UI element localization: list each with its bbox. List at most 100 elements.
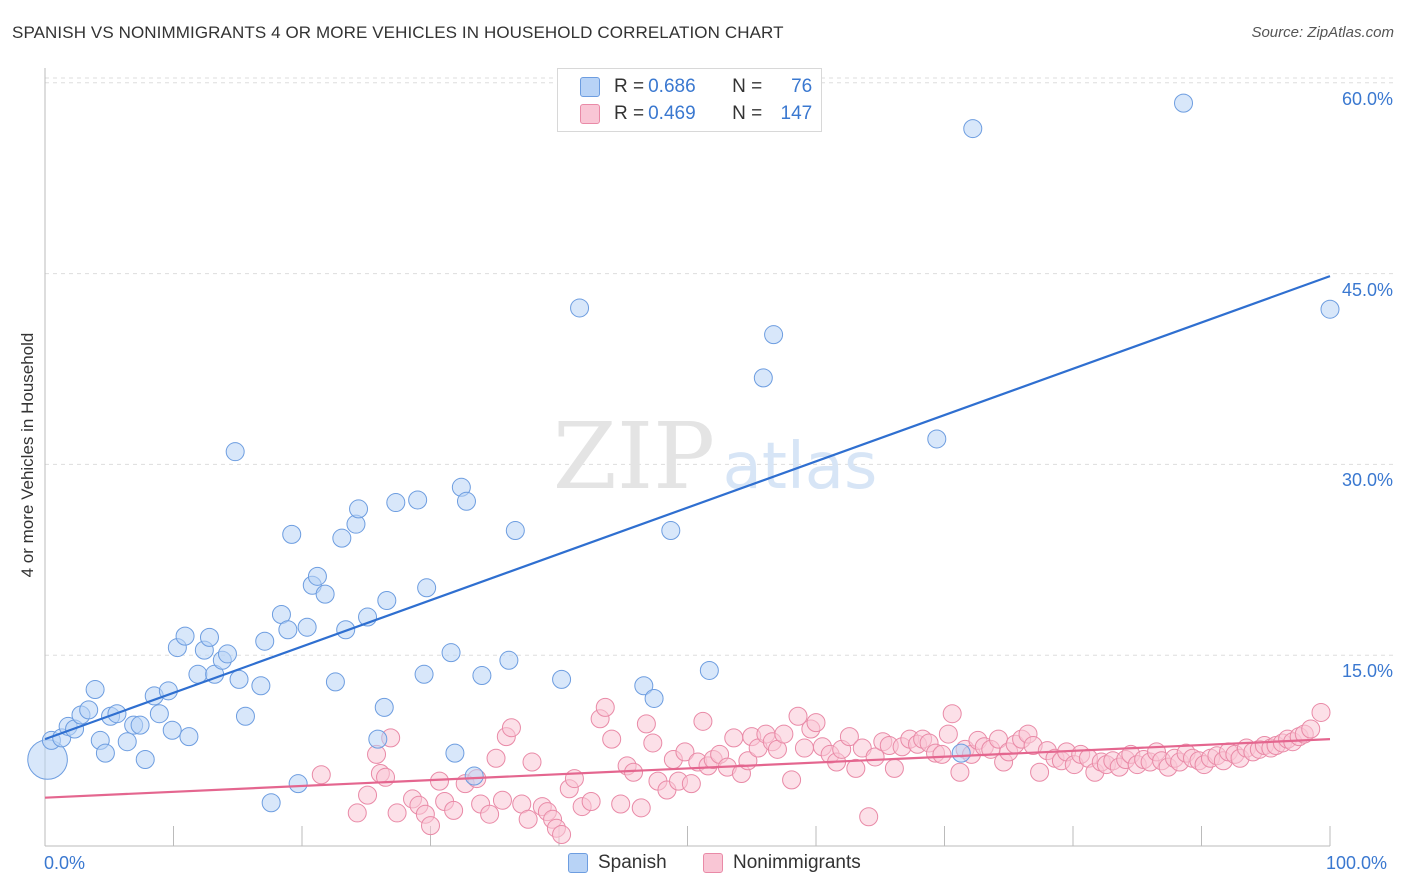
nonimmigrants-point [518,809,538,829]
nonimmigrants-point [681,774,701,794]
spanish-point [374,697,394,717]
x-tick-label-min: 0.0% [44,853,86,873]
spanish-point [445,743,465,763]
nonimmigrants-points [311,697,1331,845]
spanish-point [505,521,525,541]
spanish-point [325,672,345,692]
blue-swatch-icon [580,77,600,97]
n-label: N = [732,103,763,124]
spanish-point [288,774,308,794]
watermark-zip: ZIP [553,403,715,510]
nonimmigrants-point [501,718,521,738]
spanish-point [199,627,219,647]
legend-item-nonimmigrants[interactable]: Nonimmigrants [703,852,861,874]
spanish-point [95,743,115,763]
spanish-point [255,631,275,651]
spanish-point [188,664,208,684]
spanish-point [315,584,335,604]
nonimmigrants-point [1301,719,1321,739]
spanish-point [349,499,369,519]
nonimmigrants-point [1311,702,1331,722]
spanish-point [456,491,476,511]
spanish-point [217,644,237,664]
nonimmigrants-point [429,771,449,791]
chart-title: SPANISH VS NONIMMIGRANTS 4 OR MORE VEHIC… [12,23,784,42]
spanish-point [1320,299,1340,319]
legend-label-nonimmigrants: Nonimmigrants [733,852,861,873]
nonimmigrants-point [865,747,885,767]
spanish-point [661,521,681,541]
spanish-point [79,700,99,720]
spanish-point [282,524,302,544]
nonimmigrants-point [794,738,814,758]
spanish-point [634,676,654,696]
spanish-point [225,442,245,462]
spanish-point [85,680,105,700]
x-tick-label-max: 100.0% [1326,853,1388,873]
y-tick-label: 45.0% [1341,279,1393,300]
nonimmigrants-point [839,727,859,747]
spanish-point [332,528,352,548]
correlation-legend: R = 0.686 N = 76 R = 0.469 N = 147 [557,68,822,132]
spanish-point [441,643,461,663]
nonimmigrants-point [486,748,506,768]
nonimmigrants-point [480,804,500,824]
r-label: R = [614,76,645,97]
n-label: N = [732,76,763,97]
legend-label-spanish: Spanish [598,852,667,873]
nonimmigrants-point [492,790,512,810]
nonimmigrants-point [675,742,695,762]
spanish-point [229,669,249,689]
spanish-point [261,793,281,813]
nonimmigrants-point [782,770,802,790]
spanish-trend-line [44,275,1331,741]
nonimmigrants-point [884,758,904,778]
spanish-point [927,429,947,449]
nonimmigrants-point [581,791,601,811]
spanish-point [1174,93,1194,113]
nonimmigrants-trend-line [44,738,1331,799]
y-tick-label: 30.0% [1341,470,1393,491]
nonimmigrants-point [643,733,663,753]
nonimmigrants-point [631,798,651,818]
spanish-point [235,706,255,726]
y-tick-label: 60.0% [1341,88,1393,109]
nonimmigrants-point [950,762,970,782]
spanish-point [963,119,983,139]
spanish-point [386,493,406,513]
r-value-nonimmigrants: 0.469 [648,103,696,124]
spanish-point [753,368,773,388]
nonimmigrants-point [311,765,331,785]
nonimmigrants-point [788,706,808,726]
axes [44,68,1331,847]
spanish-point [417,578,437,598]
nonimmigrants-point [806,713,826,733]
nonimmigrants-point [859,807,879,827]
nonimmigrants-point [444,800,464,820]
nonimmigrants-point [347,803,367,823]
spanish-point [414,664,434,684]
legend-item-spanish[interactable]: Spanish [568,852,667,874]
nonimmigrants-point [595,697,615,717]
trend-lines [44,275,1331,799]
spanish-point [699,660,719,680]
n-value-spanish: 76 [791,76,813,97]
nonimmigrants-point [774,724,794,744]
spanish-point [162,720,182,740]
nonimmigrants-point [522,752,542,772]
pink-swatch-icon [703,853,723,873]
nonimmigrants-point [932,744,952,764]
nonimmigrants-point [611,794,631,814]
spanish-point [408,490,428,510]
spanish-point [552,669,572,689]
legend-row-spanish: R = 0.686 N = 76 [580,75,812,99]
pink-swatch-icon [580,104,600,124]
spanish-point [570,298,590,318]
nonimmigrants-point [938,724,958,744]
r-label: R = [614,103,645,124]
spanish-point [764,325,784,345]
nonimmigrants-point [552,825,572,845]
spanish-point [499,650,519,670]
nonimmigrants-point [376,767,396,787]
spanish-point [377,591,397,611]
